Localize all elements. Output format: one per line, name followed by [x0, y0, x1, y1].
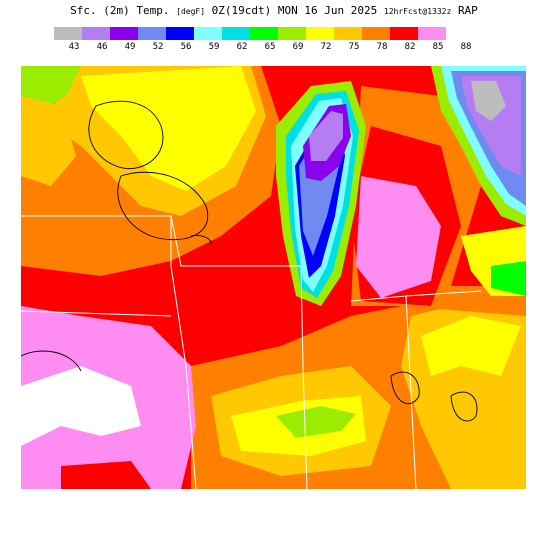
legend-swatch-5	[194, 27, 222, 40]
region-85-east	[356, 176, 441, 298]
legend-tick-label: 82	[404, 42, 416, 52]
region-43-huron	[471, 81, 506, 121]
legend-swatch-9	[306, 27, 334, 40]
title-model: RAP	[457, 4, 478, 17]
region-72-southeast	[421, 316, 521, 376]
title-main: Sfc. (2m) Temp.	[70, 4, 170, 17]
legend-tick-label: 69	[292, 42, 304, 52]
legend-swatch-2	[110, 27, 138, 40]
legend-swatch-7	[250, 27, 278, 40]
region-75-west	[21, 96, 76, 186]
region-69-south	[276, 406, 356, 438]
region-88-southwest	[21, 366, 141, 446]
title-valid: 0Z(19cdt) MON 16 Jun 2025	[211, 4, 378, 17]
legend-swatch-0	[54, 27, 82, 40]
map-title: Sfc. (2m) Temp. [degF] 0Z(19cdt) MON 16 …	[0, 4, 548, 17]
legend-tick-label: 65	[264, 42, 276, 52]
state-boundaries	[21, 215, 482, 489]
title-unit: [degF]	[176, 7, 206, 16]
legend-tick-label: 62	[236, 42, 248, 52]
legend-tick-label: 46	[96, 42, 108, 52]
legend-swatch-12	[390, 27, 418, 40]
legend-tick-label: 52	[152, 42, 164, 52]
legend-tick-label: 88	[460, 42, 472, 52]
color-legend	[54, 27, 446, 41]
legend-swatch-3	[138, 27, 166, 40]
region-82-southwest-patch	[61, 461, 151, 489]
legend-swatch-1	[82, 27, 110, 40]
legend-swatch-11	[362, 27, 390, 40]
legend-tick-label: 78	[376, 42, 388, 52]
legend-tick-label: 59	[208, 42, 220, 52]
temperature-map	[21, 66, 526, 489]
legend-tick-labels: 43 46 49 52 56 59 62 65 69 72 75 78 82 85 88	[0, 42, 548, 54]
legend-tick-label: 72	[320, 42, 332, 52]
title-fcst: 12hrFcst@1332z	[383, 7, 452, 16]
legend-tick-label: 75	[348, 42, 360, 52]
legend-swatch-6	[222, 27, 250, 40]
legend-swatch-8	[278, 27, 306, 40]
region-46-lake	[309, 111, 343, 161]
legend-tick-label: 85	[432, 42, 444, 52]
region-65-east-edge	[491, 261, 526, 296]
region-72-north	[81, 66, 256, 191]
legend-swatch-4	[166, 27, 194, 40]
legend-tick-label: 49	[124, 42, 136, 52]
legend-tick-label: 43	[68, 42, 80, 52]
legend-tick-label: 56	[180, 42, 192, 52]
county-contours	[21, 100, 478, 422]
legend-swatch-10	[334, 27, 362, 40]
legend-swatch-13	[418, 27, 446, 40]
